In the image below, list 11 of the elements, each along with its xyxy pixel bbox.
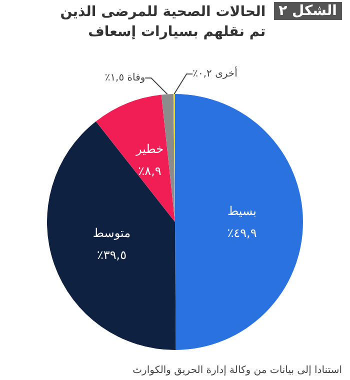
- data-label: ٤٩,٩٪: [227, 226, 257, 240]
- text: الشكل ٢: [274, 2, 342, 20]
- data-label: ٨,٩٪: [138, 164, 162, 178]
- chart-title: الحالات الصحية للمرضى الذين تم نقلهم بسيارات إسعاف: [59, 3, 266, 42]
- slice-label: أخرى ٠,٢٪: [192, 66, 238, 80]
- slice-label: متوسط: [92, 226, 131, 240]
- slice-label: وفاة ١,٥٪: [104, 72, 146, 84]
- slice-label: خطير: [134, 142, 164, 156]
- text: استنادا إلى بيانات من وكالة إدارة الحريق والكوارث: [132, 365, 342, 376]
- slice-label: بسيط: [227, 204, 257, 218]
- data-label: ٣٩,٥٪: [96, 248, 127, 262]
